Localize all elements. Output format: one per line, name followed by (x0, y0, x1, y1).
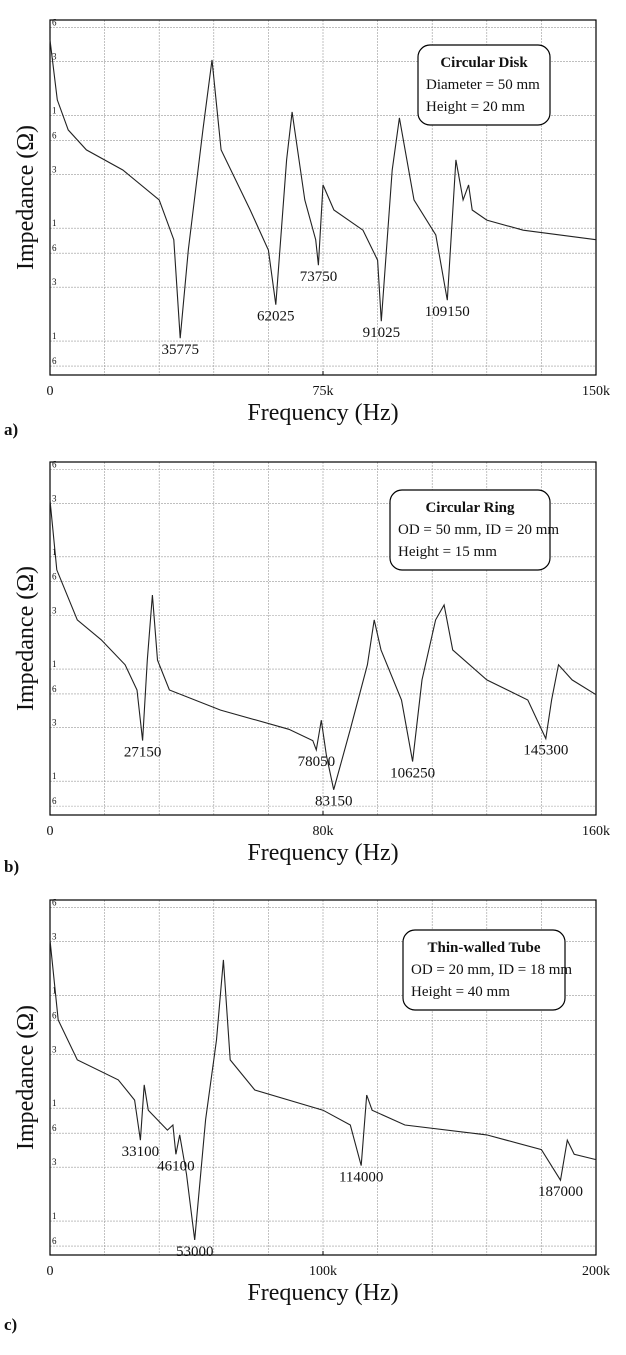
legend-line: Circular Ring (425, 500, 515, 516)
x-tick-label: 75k (313, 384, 334, 399)
y-tick-label: 6 (52, 130, 57, 140)
resonance-label: 46100 (157, 1158, 195, 1174)
panel-label: a) (4, 420, 18, 439)
resonance-label: 53000 (176, 1244, 214, 1260)
y-tick-label: 3 (52, 1157, 57, 1167)
resonance-label: 114000 (339, 1170, 383, 1186)
y-tick-label: 6 (52, 684, 57, 694)
y-tick-label: 3 (52, 164, 57, 174)
legend-line: Height = 15 mm (398, 544, 497, 560)
resonance-label: 27150 (124, 745, 162, 761)
x-tick-label: 80k (313, 824, 334, 839)
x-tick-label: 160k (582, 824, 610, 839)
y-tick-label: 1 (52, 105, 57, 115)
y-tick-label: 3 (52, 1044, 57, 1054)
y-tick-label: 6 (52, 460, 57, 470)
x-tick-label: 0 (47, 384, 54, 399)
y-tick-label: 1 (52, 1098, 57, 1108)
y-axis-label: Impedance (Ω) (13, 566, 39, 711)
legend-line: OD = 50 mm, ID = 20 mm (398, 522, 559, 538)
y-tick-label: 6 (52, 572, 57, 582)
y-tick-label: 1 (52, 1211, 57, 1221)
y-tick-label: 1 (52, 659, 57, 669)
panel-label: b) (4, 857, 19, 876)
resonance-label: 83150 (315, 794, 353, 810)
legend-line: Circular Disk (440, 55, 528, 71)
y-axis-label: Impedance (Ω) (13, 125, 39, 270)
x-axis-label: Frequency (Hz) (247, 1280, 398, 1306)
y-tick-label: 6 (52, 18, 57, 28)
legend-line: Height = 40 mm (411, 984, 510, 1000)
legend-line: Thin-walled Tube (428, 940, 541, 956)
y-tick-label: 6 (52, 1236, 57, 1246)
resonance-label: 187000 (538, 1184, 583, 1200)
x-tick-label: 100k (309, 1264, 337, 1279)
y-tick-label: 1 (52, 218, 57, 228)
x-tick-label: 150k (582, 384, 610, 399)
legend-line: Diameter = 50 mm (426, 77, 540, 93)
y-tick-label: 3 (52, 493, 57, 503)
y-tick-label: 6 (52, 898, 57, 908)
resonance-label: 73750 (300, 269, 338, 285)
x-tick-label: 0 (47, 824, 54, 839)
panel-label: c) (4, 1315, 17, 1334)
y-tick-label: 6 (52, 356, 57, 366)
y-tick-label: 6 (52, 243, 57, 253)
y-tick-label: 1 (52, 771, 57, 781)
resonance-label: 91025 (363, 325, 401, 341)
y-tick-label: 6 (52, 1123, 57, 1133)
x-axis-label: Frequency (Hz) (247, 400, 398, 426)
y-tick-label: 3 (52, 932, 57, 942)
y-tick-label: 3 (52, 605, 57, 615)
y-tick-label: 3 (52, 718, 57, 728)
x-tick-label: 200k (582, 1264, 610, 1279)
legend-line: OD = 20 mm, ID = 18 mm (411, 962, 572, 978)
y-tick-label: 3 (52, 277, 57, 287)
resonance-label: 33100 (122, 1144, 160, 1160)
resonance-label: 78050 (298, 754, 336, 770)
resonance-label: 109150 (425, 304, 470, 320)
resonance-label: 106250 (390, 765, 435, 781)
y-tick-label: 6 (52, 1010, 57, 1020)
y-tick-label: 1 (52, 331, 57, 341)
legend-line: Height = 20 mm (426, 99, 525, 115)
resonance-label: 145300 (523, 743, 568, 759)
y-tick-label: 6 (52, 796, 57, 806)
resonance-label: 35775 (161, 342, 199, 358)
y-axis-label: Impedance (Ω) (13, 1005, 39, 1150)
x-axis-label: Frequency (Hz) (247, 840, 398, 866)
x-tick-label: 0 (47, 1264, 54, 1279)
resonance-label: 62025 (257, 309, 295, 325)
